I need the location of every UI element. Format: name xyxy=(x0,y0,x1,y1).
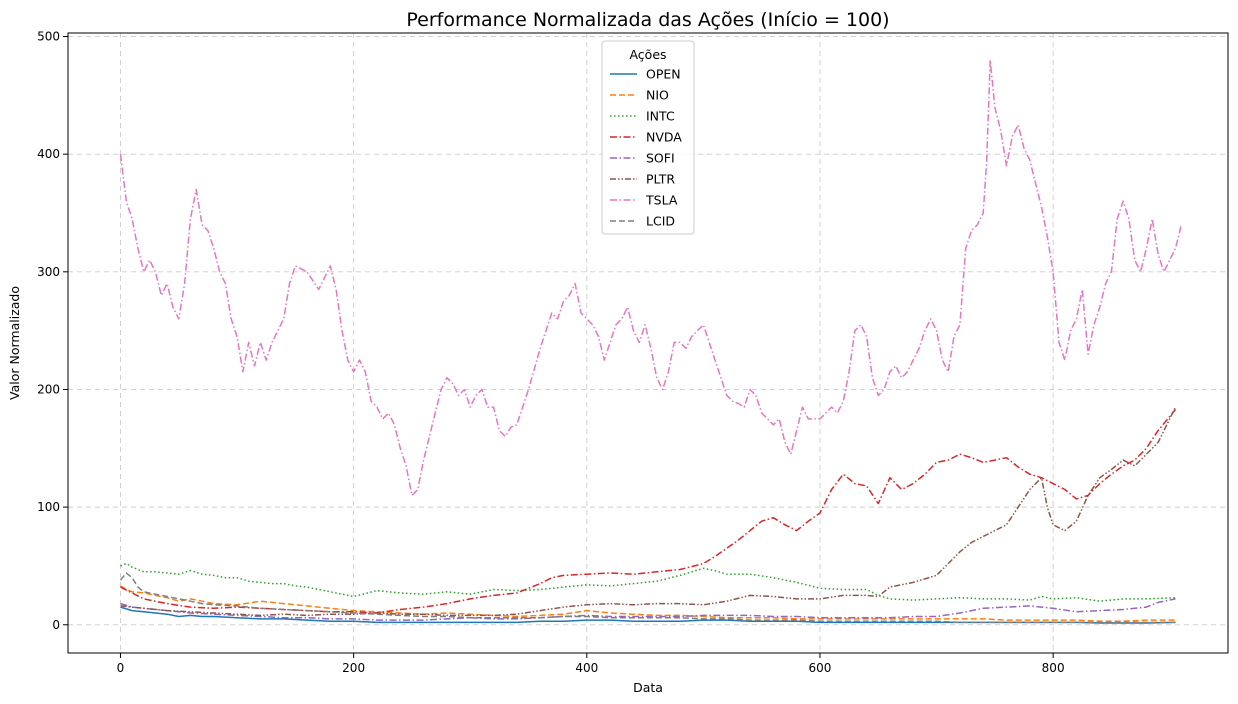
series-line-intc xyxy=(120,562,1176,602)
chart-title: Performance Normalizada das Ações (Iníci… xyxy=(406,9,889,31)
series-line-pltr xyxy=(120,406,1177,617)
y-tick-label: 200 xyxy=(37,382,60,396)
series-group xyxy=(119,59,1183,624)
legend-label-intc: INTC xyxy=(646,109,675,124)
series-line-tsla xyxy=(119,59,1183,497)
series-line-nio xyxy=(120,585,1176,622)
y-axis-label: Valor Normalizado xyxy=(7,286,22,400)
legend: Ações OPEN NIO INTC NVDA SOFI PLTR TSLA LCID xyxy=(601,40,695,235)
x-axis: 0 200 400 600 800 xyxy=(117,653,1065,675)
legend-title: Ações xyxy=(629,47,666,62)
legend-label-tsla: TSLA xyxy=(645,193,678,208)
series-line-nvda xyxy=(120,409,1177,614)
legend-items: OPEN NIO INTC NVDA SOFI PLTR TSLA LCID xyxy=(610,67,682,229)
y-tick-label: 100 xyxy=(37,500,60,514)
y-axis: 0 100 200 300 400 500 xyxy=(37,30,68,632)
series-line-open xyxy=(120,606,1176,624)
x-tick-label: 400 xyxy=(575,661,598,675)
series-line-sofi xyxy=(120,598,1176,621)
x-axis-label: Data xyxy=(633,680,663,695)
y-tick-label: 400 xyxy=(37,147,60,161)
x-tick-label: 800 xyxy=(1042,661,1065,675)
y-tick-label: 500 xyxy=(37,30,60,44)
legend-label-nvda: NVDA xyxy=(646,130,682,145)
grid xyxy=(68,33,1228,653)
x-tick-label: 0 xyxy=(117,661,125,675)
legend-label-lcid: LCID xyxy=(646,214,675,229)
y-tick-label: 0 xyxy=(52,618,60,632)
x-tick-label: 200 xyxy=(342,661,365,675)
x-tick-label: 600 xyxy=(809,661,832,675)
plot-frame xyxy=(67,32,1229,654)
legend-label-open: OPEN xyxy=(646,67,681,82)
legend-box xyxy=(601,40,695,235)
y-tick-label: 300 xyxy=(37,265,60,279)
legend-label-pltr: PLTR xyxy=(646,172,675,187)
series-line-lcid xyxy=(119,572,1176,624)
legend-label-nio: NIO xyxy=(646,88,669,103)
legend-label-sofi: SOFI xyxy=(646,151,675,166)
